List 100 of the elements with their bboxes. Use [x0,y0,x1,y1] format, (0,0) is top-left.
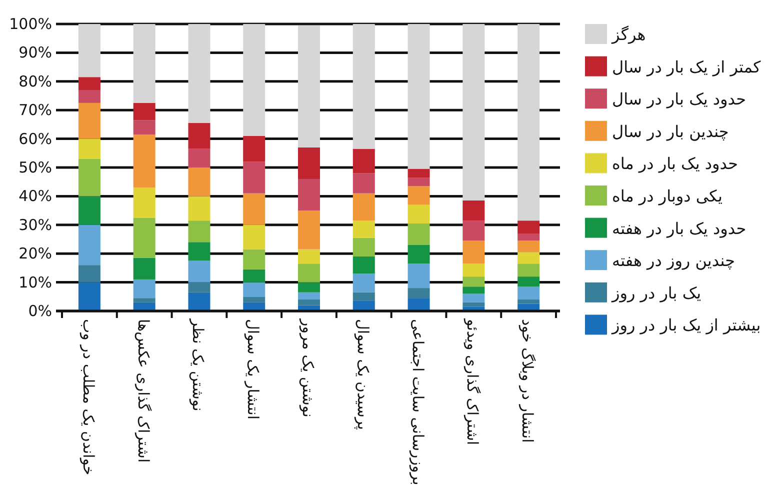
legend-label: حدود یک بار در ماه [612,154,738,174]
y-tick-label: 60% [18,130,52,148]
bar [243,296,266,302]
y-tick-label: 10% [18,273,52,292]
y-tick-label: 80% [18,72,52,90]
bar [518,240,540,252]
bar [352,300,375,311]
legend-label: حدود یک بار در سال [612,90,746,109]
bar [352,220,375,238]
bar [78,138,100,159]
bar [462,264,485,277]
bar [78,102,100,139]
bar [78,24,100,78]
bar [188,260,210,282]
bar [298,249,320,264]
y-tick-label: 70% [18,101,52,120]
y-tick-label: 40% [18,187,52,206]
bar [78,77,100,90]
legend-label: یک بار در روز [611,283,702,302]
bar [462,200,485,221]
bar [352,173,375,194]
bar [243,249,266,270]
bar [408,298,430,311]
legend-label: بیشتر از یک بار در روز [611,316,761,335]
legend-label: چندین روز در هفته [612,251,735,270]
x-tick-label: انتشار یک سوال [244,319,262,420]
bar [352,238,375,256]
bar [352,24,375,149]
bar [462,24,485,201]
x-tick-label: اشتراک گذاری عکس‌ها [134,319,152,463]
bar [133,298,156,302]
bar [518,300,540,304]
bar [188,24,210,124]
bar [408,168,430,178]
bar [243,269,266,282]
bar [243,193,266,225]
bar [518,264,540,277]
x-tick-label: نوشتن یک مرور [299,318,317,418]
legend-label: کمتر از یک بار در سال [612,57,762,76]
bar [243,136,266,162]
bar [462,286,485,294]
bar [518,220,540,234]
legend-label: حدود یک بار در هفته [612,218,746,238]
bar [462,220,485,241]
bar [133,218,156,258]
bar [133,258,156,280]
x-tick-label: خواندن یک مطلب در وب [79,319,98,476]
bar [188,292,210,311]
bar [298,300,320,306]
bar [133,24,156,103]
bar [462,302,485,307]
bar [188,242,210,261]
bar [133,188,156,218]
bar [298,147,320,179]
bar [408,288,430,298]
x-tick-label: بروزرسانی سایت اجتماعی [408,319,427,486]
legend-label: چندین بار در سال [612,122,729,141]
y-tick-label: 30% [18,216,52,234]
bar [78,224,100,266]
bar [408,204,430,224]
bar [462,240,485,264]
y-tick-label: 20% [18,244,52,263]
bar [518,234,540,241]
bar [352,292,375,301]
bar [133,134,156,188]
y-tick-label: 100% [9,15,52,33]
bar [78,90,100,103]
bar [462,294,485,302]
bar [188,148,210,168]
bar [133,120,156,134]
bar [243,282,266,297]
y-tick-label: 90% [18,44,52,62]
bar [298,282,320,292]
bar [188,220,210,242]
bar [518,286,540,300]
bar [133,279,156,298]
bar [518,24,540,221]
bar [298,210,320,250]
y-tick-label: 50% [18,158,52,176]
bar [133,102,156,120]
y-tick-label: 0% [28,302,52,320]
bar [78,196,100,225]
bar [408,178,430,186]
bar [408,244,430,264]
bar [408,24,430,169]
bar [188,168,210,196]
bar [298,292,320,300]
bar [298,25,320,148]
bar [408,264,430,288]
x-tick-label: اشتراک گذاری ویدئو [464,318,482,446]
bar [78,282,100,311]
bar [462,276,485,287]
bar [78,158,100,196]
bar [188,123,210,149]
bar [352,274,375,292]
bar [298,264,320,282]
bar [243,162,266,194]
bar [78,265,100,282]
bar [352,256,375,274]
bar [408,223,430,245]
